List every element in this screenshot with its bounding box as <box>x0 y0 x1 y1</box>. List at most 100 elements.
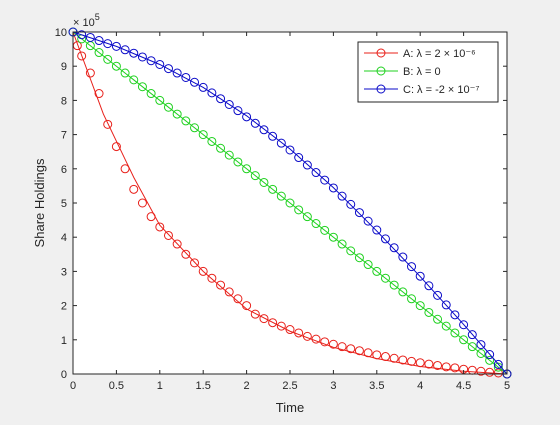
data-point <box>320 175 330 185</box>
data-point <box>294 328 304 338</box>
y-tick-label: 10 <box>55 27 67 39</box>
data-point <box>190 77 200 87</box>
y-tick-label: 5 <box>61 198 67 210</box>
data-point <box>311 219 321 229</box>
data-point <box>476 366 486 376</box>
data-point <box>146 89 156 99</box>
legend-label: B: λ = 0 <box>403 66 441 78</box>
data-point <box>285 145 295 155</box>
data-point <box>433 290 443 300</box>
y-tick-label: 6 <box>61 164 67 176</box>
data-point <box>224 150 234 160</box>
data-point <box>311 334 321 344</box>
data-point <box>190 258 200 268</box>
data-point <box>372 266 382 276</box>
data-point <box>268 318 278 328</box>
data-point <box>294 205 304 215</box>
x-tick-label: 2.5 <box>282 380 297 392</box>
legend: A: λ = 2 × 10⁻⁶ B: λ = 0 C: λ = -2 × 10⁻⁷ <box>357 41 499 103</box>
x-axis-label: Time <box>276 400 304 415</box>
data-point <box>163 64 173 74</box>
data-point <box>389 280 399 290</box>
data-point <box>450 328 460 338</box>
x-tick-label: 2 <box>244 380 250 392</box>
data-point <box>302 160 312 170</box>
data-point <box>268 184 278 194</box>
data-point <box>467 330 477 340</box>
data-point <box>354 208 364 218</box>
data-point <box>380 234 390 244</box>
y-tick-label: 9 <box>61 61 67 73</box>
data-point <box>77 30 87 40</box>
data-point <box>459 335 469 345</box>
legend-marker <box>376 48 386 58</box>
data-point <box>198 130 208 140</box>
legend-label: A: λ = 2 × 10⁻⁶ <box>403 48 476 60</box>
data-point <box>111 61 121 71</box>
legend-box <box>357 41 499 103</box>
data-point <box>268 131 278 141</box>
data-point <box>216 143 226 153</box>
data-point <box>380 273 390 283</box>
data-point <box>337 191 347 201</box>
y-tick-label: 2 <box>61 301 67 313</box>
data-point <box>146 56 156 66</box>
data-point <box>120 164 130 174</box>
data-point <box>294 153 304 163</box>
data-point <box>216 280 226 290</box>
data-point <box>190 123 200 133</box>
data-point <box>259 125 269 135</box>
x-tick-label: 3 <box>330 380 336 392</box>
data-point <box>146 212 156 222</box>
x-tick-label: 3.5 <box>369 380 384 392</box>
data-point <box>363 260 373 270</box>
data-point <box>94 89 104 99</box>
data-point <box>207 273 217 283</box>
data-point <box>85 32 95 42</box>
y-tick-label: 8 <box>61 95 67 107</box>
data-point <box>441 362 451 372</box>
data-point <box>85 68 95 78</box>
data-point <box>172 109 182 119</box>
data-point <box>328 232 338 242</box>
data-point <box>346 246 356 256</box>
x-tick-label: 0.5 <box>109 380 124 392</box>
data-point <box>433 360 443 370</box>
data-point <box>485 367 495 377</box>
data-point <box>285 198 295 208</box>
legend-label: C: λ = -2 × 10⁻⁷ <box>403 84 479 96</box>
data-point <box>467 342 477 352</box>
data-point <box>354 346 364 356</box>
legend-item: B: λ = 0 <box>364 66 441 78</box>
data-point <box>398 252 408 262</box>
data-point <box>380 352 390 362</box>
y-tick-label: 3 <box>61 266 67 278</box>
data-point <box>242 164 252 174</box>
y-tick-label: 1 <box>61 335 67 347</box>
data-point <box>389 353 399 363</box>
data-point <box>103 39 113 49</box>
data-point <box>363 216 373 226</box>
data-point <box>137 198 147 208</box>
data-point <box>337 239 347 249</box>
data-point <box>389 243 399 253</box>
series-2 <box>68 27 512 379</box>
data-point <box>424 359 434 369</box>
data-point <box>346 199 356 209</box>
data-point <box>320 225 330 235</box>
x-tick-label: 1 <box>157 380 163 392</box>
data-point <box>259 314 269 324</box>
data-point <box>398 287 408 297</box>
data-point <box>328 183 338 193</box>
data-point <box>320 337 330 347</box>
data-point <box>94 36 104 46</box>
data-point <box>372 350 382 360</box>
data-point <box>198 266 208 276</box>
series-line <box>72 31 508 375</box>
data-point <box>207 88 217 98</box>
data-point <box>450 310 460 320</box>
data-point <box>407 356 417 366</box>
data-point <box>207 136 217 146</box>
data-point <box>233 294 243 304</box>
